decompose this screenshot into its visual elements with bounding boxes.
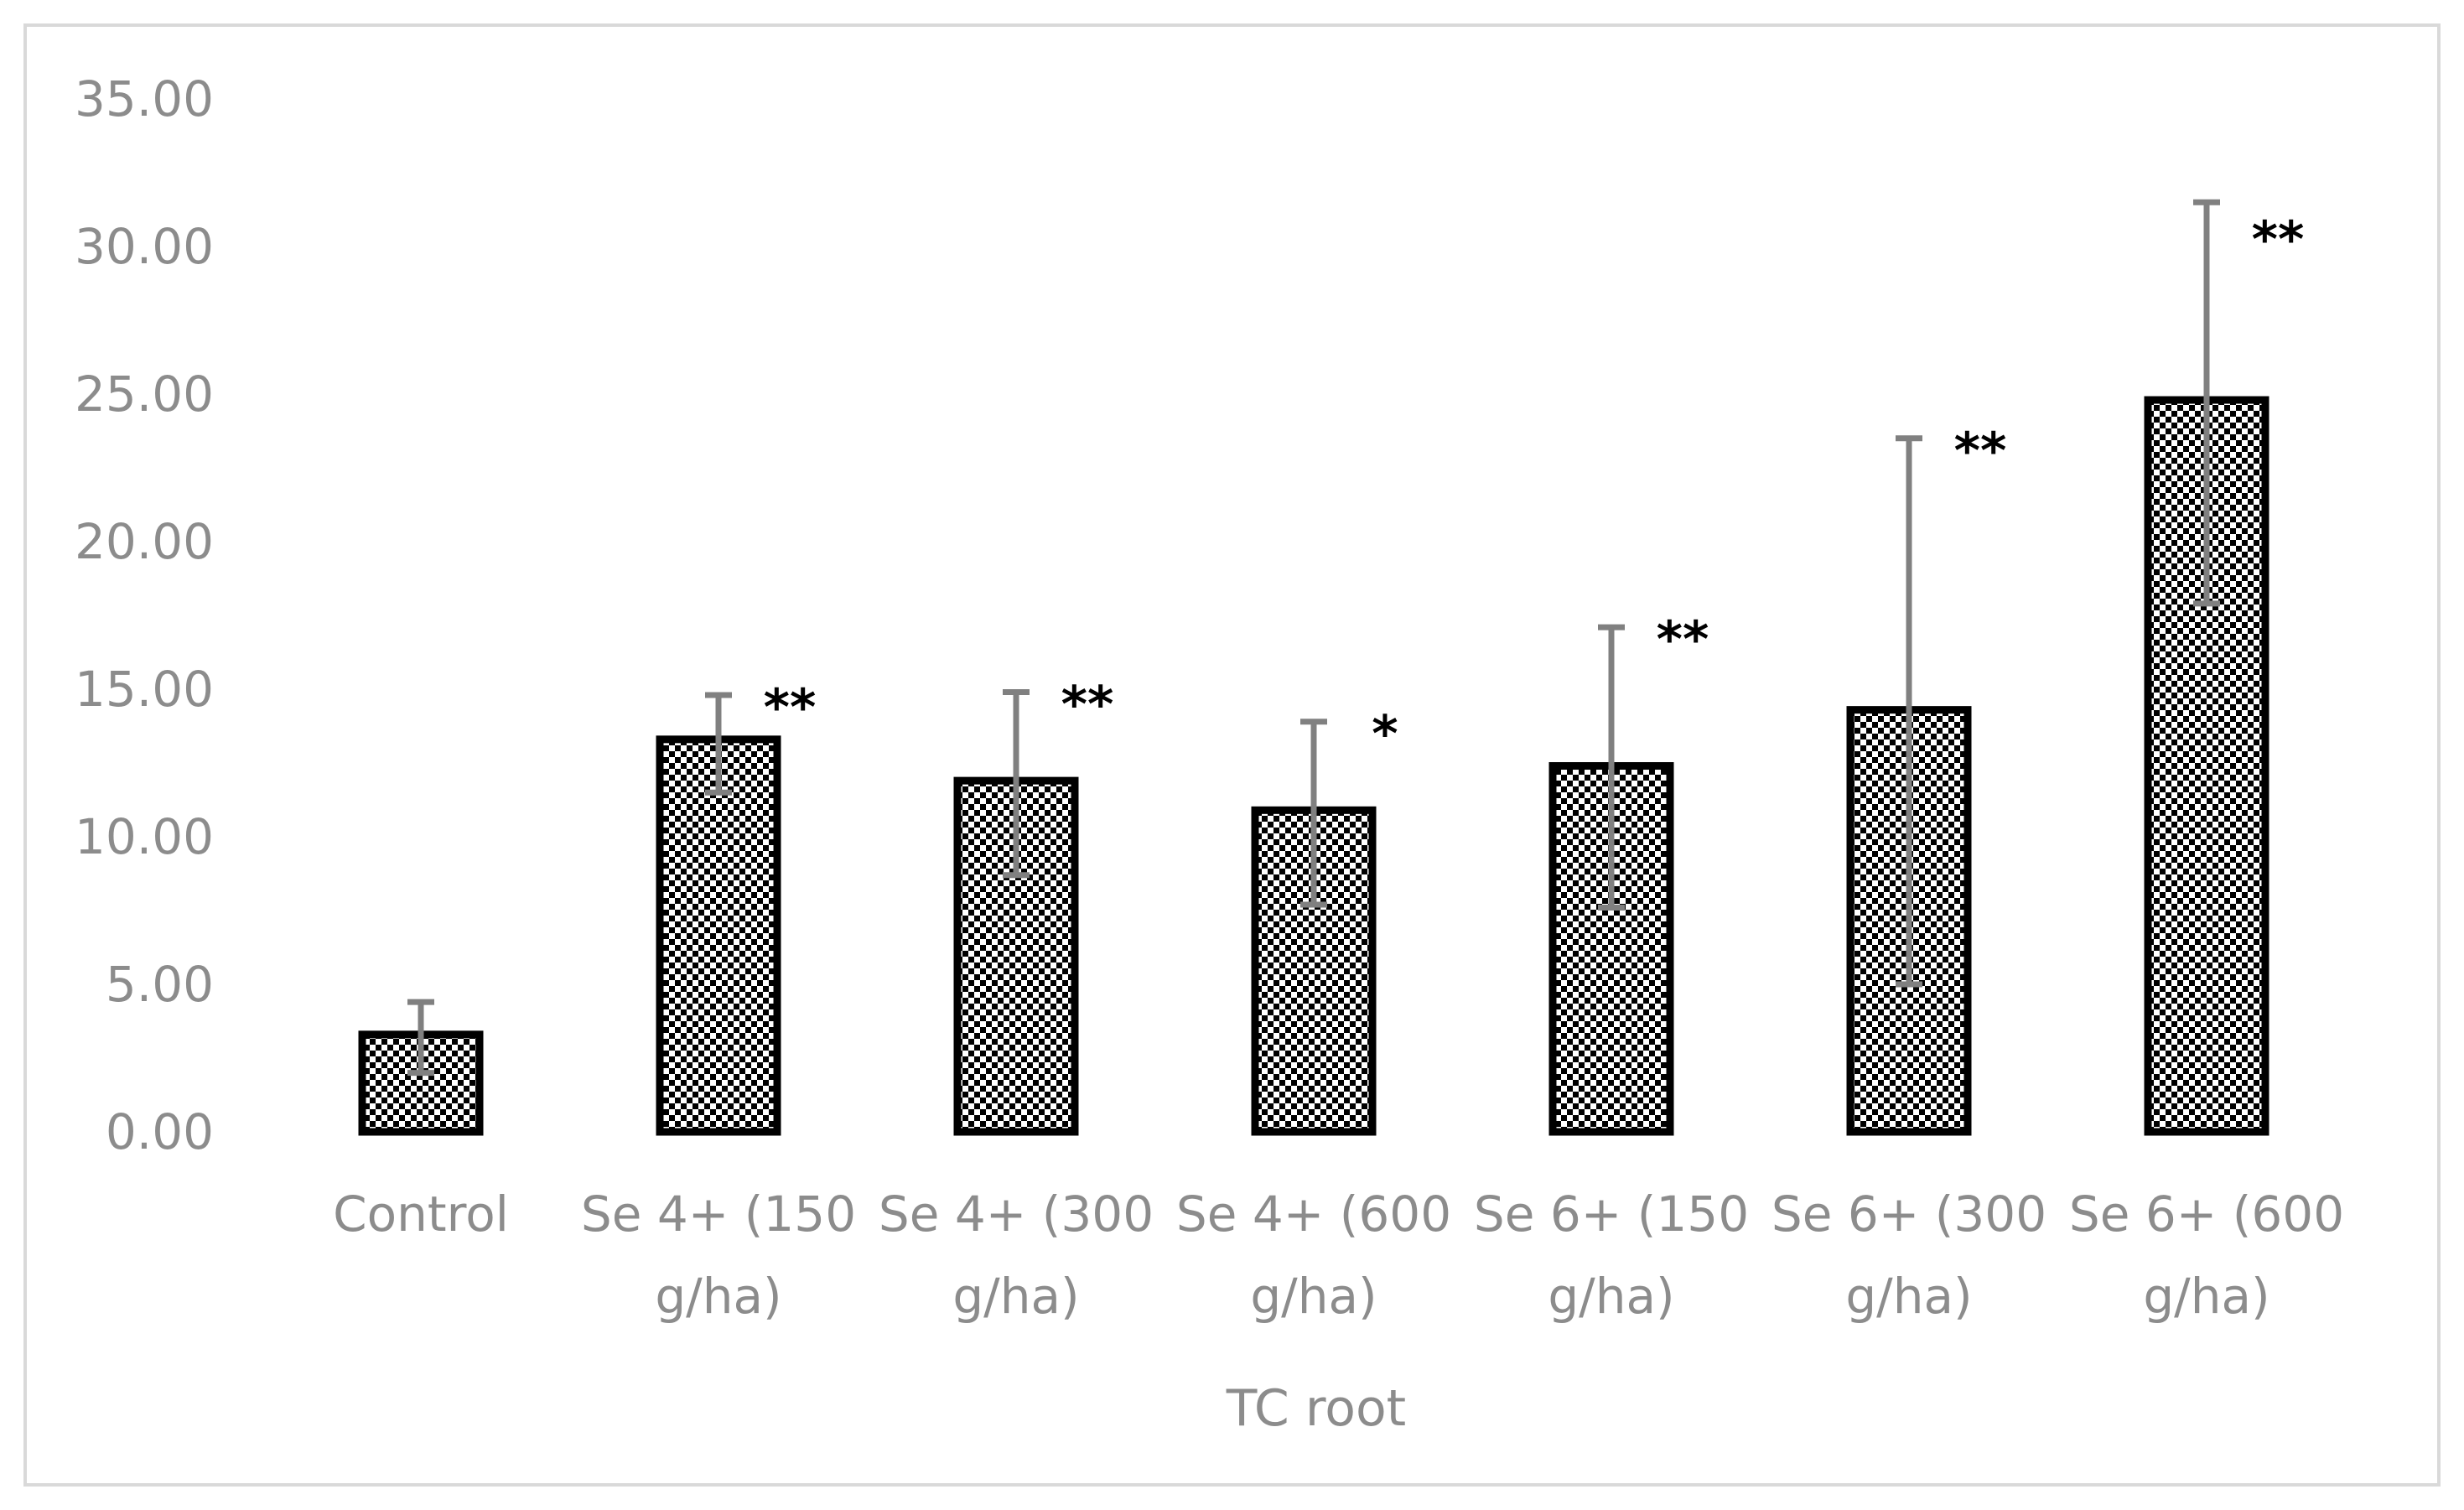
x-axis-title: TC root xyxy=(1226,1379,1406,1438)
significance-marker: ** xyxy=(1657,610,1709,669)
error-bar xyxy=(2193,199,2220,607)
x-tick-label-line: Control xyxy=(333,1186,509,1243)
error-bar xyxy=(1300,719,1327,908)
y-tick-label: 20.00 xyxy=(75,513,214,570)
error-bar xyxy=(1003,689,1030,879)
significance-marker: ** xyxy=(764,678,817,737)
x-tick-label-line: g/ha) xyxy=(655,1268,781,1325)
significance-marker: * xyxy=(1372,705,1398,764)
x-tick-label-line: Se 6+ (150 xyxy=(1474,1186,1749,1243)
error-bar xyxy=(407,999,434,1077)
error-bar-series xyxy=(407,199,2220,1077)
x-tick-label-line: Se 4+ (600 xyxy=(1176,1186,1451,1243)
chart-frame xyxy=(23,23,2441,1487)
x-tick-label-line: Se 4+ (300 xyxy=(879,1186,1154,1243)
x-tick-label: Se 4+ (150 g/ha) xyxy=(581,1186,856,1325)
y-tick-label: 15.00 xyxy=(75,661,214,718)
x-tick-label-line: g/ha) xyxy=(1548,1268,1674,1325)
significance-marker: ** xyxy=(1061,676,1114,734)
x-tick-label: Se 4+ (300 g/ha) xyxy=(879,1186,1154,1325)
x-tick-label: Se 6+ (150 g/ha) xyxy=(1474,1186,1749,1325)
x-axis: Control Se 4+ (150 g/ha)Se 4+ (300 g/ha)Se … xyxy=(333,1186,2344,1325)
y-tick-label: 35.00 xyxy=(75,70,214,127)
y-tick-label: 25.00 xyxy=(75,366,214,423)
significance-marker: ** xyxy=(2252,210,2305,269)
significance-marker: ** xyxy=(1954,422,2007,480)
x-tick-label-line: g/ha) xyxy=(952,1268,1079,1325)
significance-markers: ** ********* xyxy=(764,210,2305,764)
x-tick-label: Se 6+ (600 g/ha) xyxy=(2069,1186,2344,1325)
x-tick-label: Control xyxy=(333,1186,509,1243)
x-tick-label: Se 4+ (600 g/ha) xyxy=(1176,1186,1451,1325)
x-tick-label-line: g/ha) xyxy=(1845,1268,1972,1325)
x-tick-label-line: Se 6+ (600 xyxy=(2069,1186,2344,1243)
x-tick-label-line: g/ha) xyxy=(2143,1268,2269,1325)
bar xyxy=(656,735,781,1136)
y-tick-label: 30.00 xyxy=(75,218,214,275)
y-tick-label: 10.00 xyxy=(75,808,214,865)
y-axis: 0.00 5.00 10.00 15.00 20.00 25.00 30.00 35.00 xyxy=(75,70,214,1160)
x-tick-label: Se 6+ (300 g/ha) xyxy=(1771,1186,2046,1325)
y-tick-label: 0.00 xyxy=(106,1103,214,1160)
error-bar xyxy=(705,692,732,796)
x-tick-label-line: Se 4+ (150 xyxy=(581,1186,856,1243)
x-tick-label-line: g/ha) xyxy=(1250,1268,1377,1325)
error-bar xyxy=(1896,435,1922,988)
x-tick-label-line: Se 6+ (300 xyxy=(1771,1186,2046,1243)
error-bar xyxy=(1598,624,1625,911)
y-tick-label: 5.00 xyxy=(106,956,214,1013)
